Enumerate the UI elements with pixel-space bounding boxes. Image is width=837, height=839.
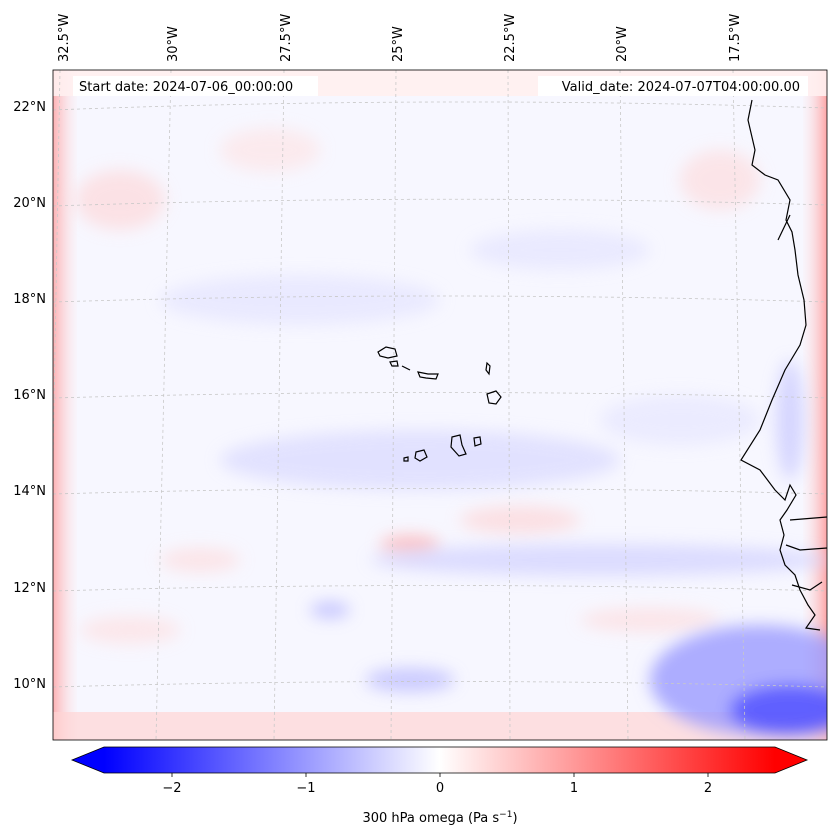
valid-date-text: Valid_date: 2024-07-07T04:00:00.00	[562, 80, 800, 95]
lat-label: 20°N	[13, 196, 46, 211]
lon-label: 22.5°W	[503, 14, 518, 62]
island-sao-vicente	[389, 360, 399, 367]
island-sal	[485, 361, 491, 376]
lat-label: 22°N	[13, 100, 46, 115]
colorbar-label-exponent: −1	[499, 810, 512, 820]
lat-label: 12°N	[13, 581, 46, 596]
lon-label: 32.5°W	[57, 14, 72, 62]
lat-label: 10°N	[13, 677, 46, 692]
island-fogo	[414, 449, 428, 462]
west-boundary-band	[53, 70, 77, 740]
lat-label: 18°N	[13, 292, 46, 307]
colorbar-gradient	[104, 747, 775, 773]
colorbar-label: 300 hPa omega (Pa s−1)	[362, 810, 517, 826]
latitude-labels: 22°N 20°N 18°N 16°N 14°N 12°N 10°N	[13, 100, 46, 692]
start-date-box	[73, 76, 318, 96]
colorbar-label-main: 300 hPa omega (Pa s	[362, 811, 499, 826]
map-frame	[52, 69, 828, 741]
colorbar-label-close: )	[512, 811, 517, 826]
lon-label: 30°W	[166, 26, 181, 62]
island-santiago	[450, 434, 467, 457]
island-boa-vista	[486, 390, 502, 405]
lat-label: 14°N	[13, 484, 46, 499]
lon-label: 20°W	[615, 26, 630, 62]
africa-coastline	[740, 99, 821, 631]
start-date-text: Start date: 2024-07-06_00:00:00	[79, 80, 293, 95]
valid-date-box	[538, 76, 808, 96]
lat-label: 16°N	[13, 388, 46, 403]
colorbar-tick: 2	[704, 781, 712, 796]
island-santo-antao	[377, 346, 398, 359]
colorbar-tick: 0	[436, 781, 444, 796]
colorbar-max-extend	[775, 747, 807, 773]
colorbar-min-extend	[72, 747, 104, 773]
lon-label: 17.5°W	[728, 14, 743, 62]
colorbar-tick: −1	[296, 781, 315, 796]
coastline	[377, 99, 827, 631]
colorbar-outline	[70, 746, 809, 774]
longitude-labels: 32.5°W 30°W 27.5°W 25°W 22.5°W 20°W 17.5…	[57, 14, 743, 62]
omega-field	[53, 70, 827, 740]
colorbar: −2 −1 0 1 2 300 hPa omega (Pa s−1)	[70, 746, 809, 826]
island-sao-nicolau	[417, 371, 439, 380]
island-brava	[403, 456, 409, 462]
colorbar-tick: 1	[570, 781, 578, 796]
graticule	[53, 70, 827, 740]
colorbar-tick: −2	[162, 781, 181, 796]
lon-label: 27.5°W	[279, 14, 294, 62]
lon-label: 25°W	[391, 26, 406, 62]
island-maio	[473, 436, 482, 447]
